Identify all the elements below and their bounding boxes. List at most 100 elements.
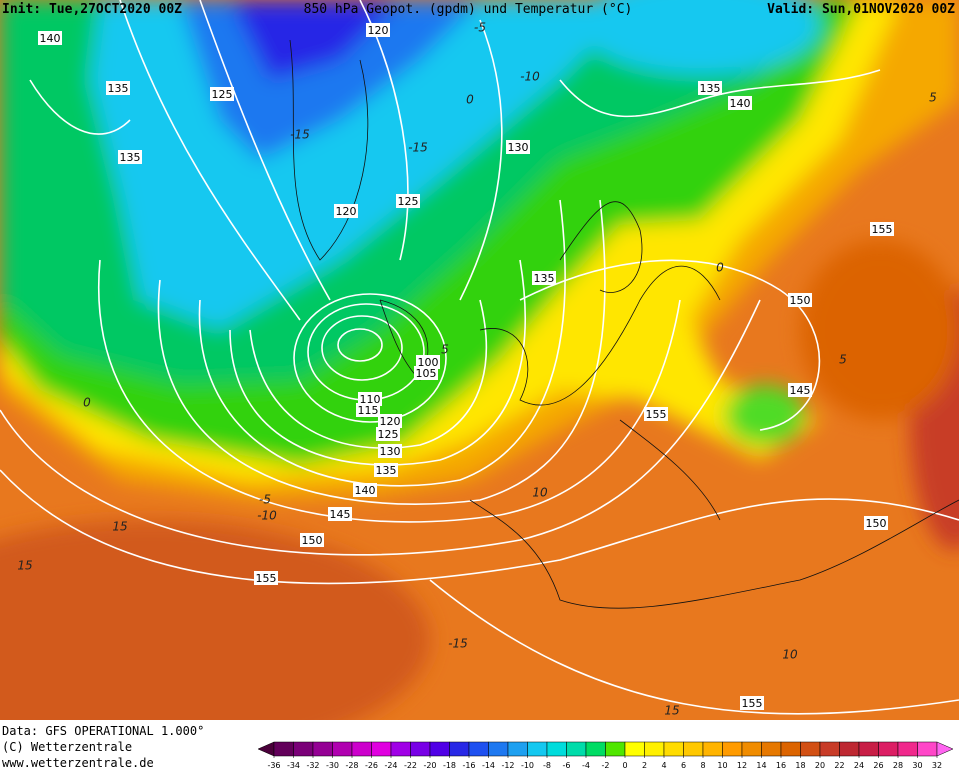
geopotential-label-box <box>378 444 402 458</box>
geopotential-label: 135 <box>108 82 129 95</box>
temperature-label: 5 <box>441 343 449 357</box>
geopotential-label-box <box>864 516 888 530</box>
geopotential-label-box <box>38 31 62 45</box>
geopotential-label: 145 <box>790 384 811 397</box>
colorbar-swatch <box>800 741 821 757</box>
colorbar-tick-label: 12 <box>737 761 747 770</box>
colorbar-tick-label: -28 <box>345 761 358 770</box>
geopotential-label: 135 <box>534 272 555 285</box>
temperature-label: 10 <box>532 486 548 500</box>
url: www.wetterzentrale.de <box>2 756 154 770</box>
temperature-label: 0 <box>83 396 91 410</box>
geopotential-label: 135 <box>120 151 141 164</box>
geopotential-label-box <box>353 483 377 497</box>
geopotential-label-box <box>788 293 812 307</box>
geopotential-label-box <box>210 87 234 101</box>
geopotential-label: 155 <box>646 408 667 421</box>
colorbar-swatch <box>839 741 860 757</box>
colorbar-swatch <box>410 741 431 757</box>
geopotential-label: 105 <box>416 367 437 380</box>
geopotential-label: 135 <box>376 464 397 477</box>
init-time: Init: Tue,27OCT2020 00Z <box>2 2 182 17</box>
data-source: Data: GFS OPERATIONAL 1.000° <box>2 724 204 738</box>
geopotential-label-box <box>374 463 398 477</box>
temperature-label: 15 <box>664 704 679 718</box>
valid-time: Valid: Sun,01NOV2020 00Z <box>767 2 955 17</box>
colorbar-tick-label: -6 <box>563 761 571 770</box>
temperature-label: -15 <box>290 128 310 142</box>
geopotential-label-box <box>740 696 764 710</box>
colorbar-swatch <box>293 741 314 757</box>
colorbar-tick-label: -2 <box>602 761 610 770</box>
geopotential-label-box <box>366 23 390 37</box>
geopotential-label: 110 <box>360 393 381 406</box>
geopotential-label: 120 <box>380 415 401 428</box>
colorbar-swatch <box>878 741 899 757</box>
geopotential-label-box <box>728 96 752 110</box>
map-title: 850 hPa Geopot. (gpdm) und Temperatur (°… <box>304 2 633 17</box>
geopotential-contours <box>0 0 959 715</box>
geopotential-label: 130 <box>508 141 529 154</box>
geopotential-label: 115 <box>358 404 379 417</box>
geopotential-label: 155 <box>256 572 277 585</box>
geopotential-label: 150 <box>866 517 887 530</box>
geopotential-label-box <box>300 533 324 547</box>
colorbar-tick-label: -30 <box>326 761 339 770</box>
colorbar-tick-label: -26 <box>365 761 378 770</box>
colorbar-tick-label: 4 <box>661 761 666 770</box>
geopotential-label-box <box>328 507 352 521</box>
colorbar-tick-label: 26 <box>873 761 883 770</box>
temperature-label: -15 <box>408 141 428 155</box>
colorbar-swatch <box>605 741 626 757</box>
temperature-label: 5 <box>929 91 937 105</box>
colorbar-tick-label: -36 <box>267 761 280 770</box>
colorbar-swatch <box>819 741 840 757</box>
temperature-label: -15 <box>448 637 468 651</box>
colorbar-swatch <box>722 741 743 757</box>
colorbar-swatch <box>585 741 606 757</box>
colorbar-swatch <box>371 741 392 757</box>
geopotential-label-box <box>416 355 440 369</box>
geopotential-label-box <box>358 392 382 406</box>
colorbar-swatch <box>449 741 470 757</box>
colorbar-tick-label: -10 <box>521 761 534 770</box>
colorbar-swatch <box>273 741 294 757</box>
temperature-label: -5 <box>474 21 486 35</box>
geopotential-label-box <box>870 222 894 236</box>
coastlines <box>289 39 959 609</box>
colorbar-swatch <box>351 741 372 757</box>
geopotential-label: 135 <box>700 82 721 95</box>
colorbar-swatch <box>644 741 665 757</box>
colorbar-swatch <box>527 741 548 757</box>
temperature-label: -10 <box>520 70 540 84</box>
colorbar-swatch <box>858 741 879 757</box>
colorbar-tick-label: -24 <box>384 761 397 770</box>
geopotential-label: 150 <box>790 294 811 307</box>
temperature-label: -10 <box>257 509 277 523</box>
colorbar-tick-label: -16 <box>462 761 475 770</box>
colorbar-swatch <box>546 741 567 757</box>
colorbar-swatch <box>488 741 509 757</box>
temperature-label: 0 <box>716 261 724 275</box>
colorbar-tick-label: 22 <box>834 761 844 770</box>
geopotential-label-box <box>532 271 556 285</box>
colorbar-swatch <box>917 741 938 757</box>
temperature-label: 0 <box>466 93 474 107</box>
colorbar-tick-label: 0 <box>622 761 627 770</box>
colorbar-tick-label: -18 <box>443 761 456 770</box>
geopotential-label: 120 <box>336 205 357 218</box>
temperature-label: 10 <box>782 648 798 662</box>
colorbar-swatch <box>390 741 411 757</box>
geopotential-label-box <box>118 150 142 164</box>
colorbar-tick-label: -32 <box>306 761 319 770</box>
colorbar-swatch <box>780 741 801 757</box>
colorbar-swatch <box>332 741 353 757</box>
geopotential-label-box <box>698 81 722 95</box>
colorbar-tick-label: 14 <box>756 761 766 770</box>
colorbar-swatch <box>761 741 782 757</box>
geopotential-label: 125 <box>212 88 233 101</box>
geopotential-label-box <box>378 414 402 428</box>
colorbar-tick-label: 30 <box>912 761 922 770</box>
geopotential-label: 140 <box>355 484 376 497</box>
temperature-label: 15 <box>112 520 127 534</box>
